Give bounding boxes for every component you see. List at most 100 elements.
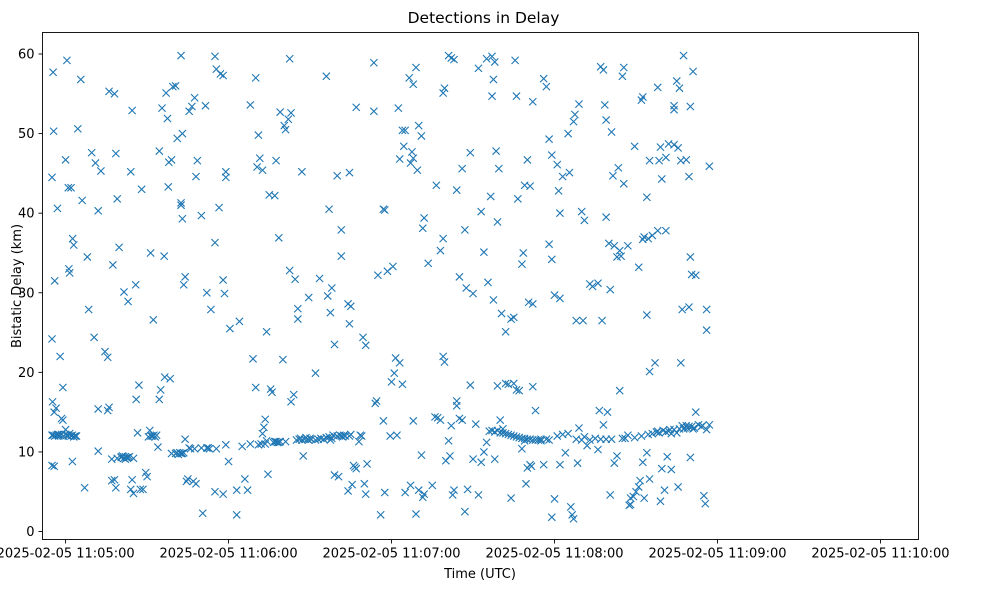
detection-point [156,385,165,394]
detection-point [164,182,173,191]
detection-point [515,386,524,395]
detection-point [680,424,689,433]
detection-point [585,436,594,444]
detection-point [158,104,167,113]
detection-point [411,63,420,72]
detection-point [440,358,449,366]
detection-point [251,383,260,392]
y-tick-label: 50 [18,127,35,142]
detection-point [401,488,410,497]
detection-point [637,432,646,441]
detection-point [545,135,554,144]
detection-point [445,451,454,460]
detection-point [447,421,456,430]
detection-point [372,397,381,405]
detection-point [105,403,114,412]
detection-point [386,432,395,441]
detection-point [399,142,408,151]
detection-point [219,490,228,499]
detection-point [600,100,609,109]
detection-point [249,354,258,363]
detection-point [50,408,59,417]
detection-point [58,416,67,425]
detection-point [523,155,532,164]
detection-point [219,71,228,80]
detection-point [361,341,370,350]
detection-point [493,217,502,226]
detection-point [675,84,684,93]
detection-point [111,483,120,492]
detection-point [458,416,467,425]
detection-point [210,52,219,61]
detection-point [507,431,516,440]
detection-point [379,416,388,425]
detection-point [238,442,247,451]
detection-point [76,75,85,84]
detection-point [330,471,339,480]
detection-point [91,159,100,168]
detection-point [411,510,420,519]
detection-point [608,171,617,180]
detection-point [539,460,548,469]
detection-point [490,455,499,464]
detection-point [414,486,423,495]
detection-point [56,352,65,361]
detection-point [251,73,260,82]
detection-point [645,367,654,376]
detection-point [187,102,196,111]
y-tick-label: 40 [18,207,35,222]
detection-point [657,174,666,183]
detection-point [569,117,578,126]
detection-point [409,154,418,163]
detection-point [606,490,615,499]
detection-point [278,355,287,364]
detection-point [539,74,548,83]
detection-point [258,429,267,438]
detection-point [108,260,117,269]
detection-point [507,494,516,503]
detection-point [424,259,433,268]
detection-point [206,305,215,314]
detection-point [224,457,233,466]
detection-point [131,280,140,289]
detection-point [655,428,664,437]
detection-point [240,475,249,483]
detection-point [486,192,495,201]
detection-point [645,475,654,483]
detection-point [178,129,187,138]
detection-point [327,284,336,292]
detection-point [536,436,545,445]
detection-point [492,147,501,156]
detection-point [232,510,241,519]
detection-point [205,444,214,453]
detection-point [155,395,164,404]
detection-point [289,390,298,399]
detection-point [359,333,368,342]
detection-point [462,284,471,292]
detection-point [388,262,397,271]
plot-frame [42,32,919,540]
detection-point [48,431,56,440]
detection-point [259,423,268,432]
detection-point [512,385,521,394]
detection-point [686,102,695,111]
detection-point [569,514,578,523]
detection-point [466,148,475,157]
detection-point [193,156,202,165]
detection-point [71,432,80,441]
detection-point [577,207,586,216]
detection-point [179,280,188,289]
detection-point [420,213,429,222]
detection-point [212,444,221,453]
detection-point [674,143,683,152]
detection-point [134,381,143,390]
x-tick-label: 2025-02-05 11:06:00 [160,547,298,562]
detection-point [448,490,457,499]
detection-point [684,422,693,431]
detection-point [177,449,186,458]
detection-point [64,183,73,192]
detection-point [545,240,554,249]
detection-point [554,186,563,195]
detection-point [346,302,355,311]
